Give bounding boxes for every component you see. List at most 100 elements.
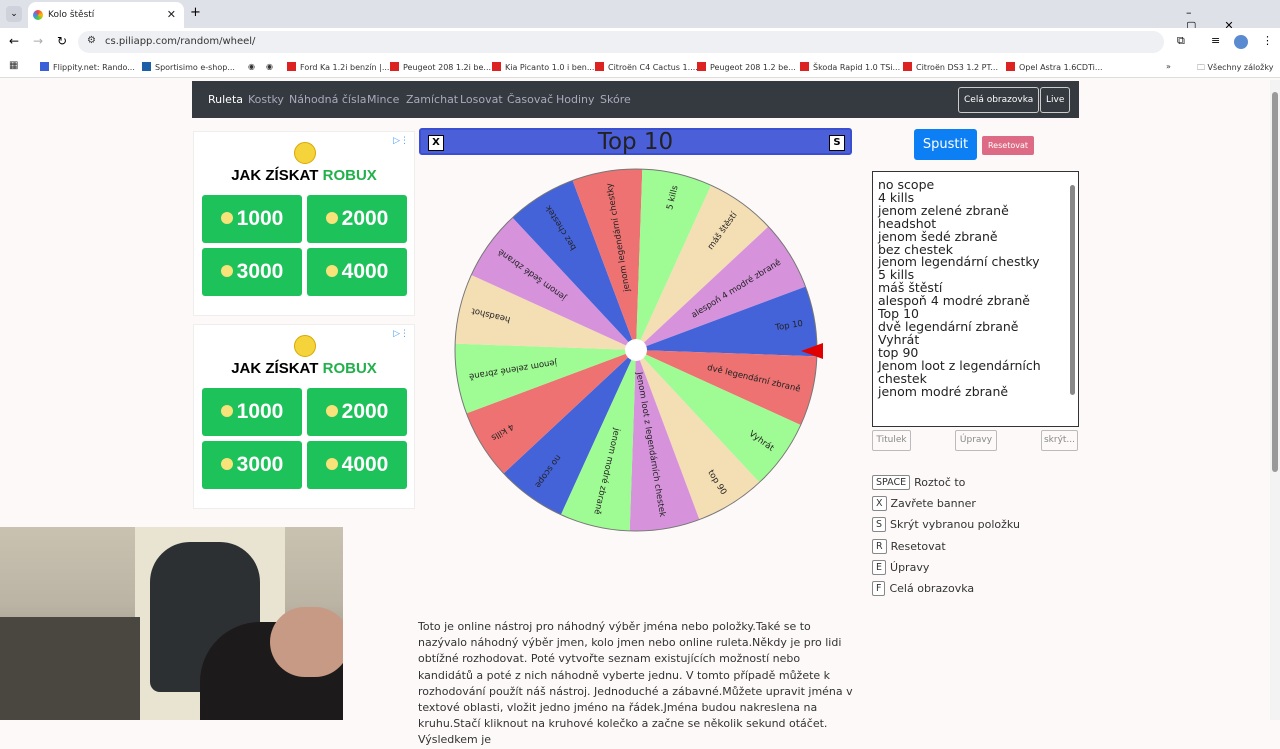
- bookmark[interactable]: Sportisimo e-shop...: [142, 62, 235, 72]
- bookmark-icon[interactable]: ◉: [248, 62, 255, 71]
- names-textarea[interactable]: no scope 4 kills jenom zelené zbraně hea…: [872, 171, 1079, 427]
- url-text: cs.piliapp.com/random/wheel/: [105, 36, 256, 47]
- hide-button[interactable]: skrýt...: [1041, 430, 1078, 451]
- wheel-segment[interactable]: [560, 350, 636, 531]
- key-badge: F: [872, 581, 886, 596]
- ad-option[interactable]: 1000: [202, 195, 302, 243]
- bookmark[interactable]: Flippity.net: Rando...: [40, 62, 135, 72]
- spin-button[interactable]: Spustit: [914, 129, 977, 160]
- bookmark[interactable]: Citroën C4 Cactus 1....: [595, 62, 698, 72]
- bookmark[interactable]: Citroën DS3 1.2 PT...: [903, 62, 998, 72]
- wheel-segment[interactable]: [636, 350, 801, 483]
- advertisement[interactable]: ▷⋮ JAK ZÍSKAT ROBUX 1000 2000 3000 4000: [193, 131, 415, 316]
- ad-option[interactable]: 4000: [307, 441, 407, 489]
- extensions-icon[interactable]: ⧉: [1177, 34, 1185, 47]
- wheel-segment[interactable]: [512, 180, 636, 350]
- url-input[interactable]: ⚙ cs.piliapp.com/random/wheel/: [78, 31, 1164, 53]
- ad-option[interactable]: 1000: [202, 388, 302, 436]
- back-icon[interactable]: ←: [9, 34, 20, 48]
- bookmark[interactable]: Škoda Rapid 1.0 TSi...: [800, 62, 900, 72]
- profile-avatar[interactable]: [1234, 35, 1248, 49]
- forward-icon[interactable]: →: [33, 34, 44, 48]
- ad-option[interactable]: 4000: [307, 248, 407, 296]
- tab-title: Kolo štěstí: [48, 10, 95, 20]
- bookmark[interactable]: Kia Picanto 1.0 i ben...: [492, 62, 594, 72]
- nav-zamichat[interactable]: Zamíchat: [406, 93, 459, 106]
- menu-icon[interactable]: ⋮: [1262, 34, 1273, 47]
- bookmark[interactable]: Ford Ka 1.2i benzín |...: [287, 62, 389, 72]
- close-banner-button[interactable]: X: [428, 135, 444, 151]
- pointer-icon: [801, 343, 823, 359]
- wheel-segment[interactable]: [636, 350, 760, 520]
- ad-option[interactable]: 2000: [307, 195, 407, 243]
- shortcut-item: R Resetovat: [872, 539, 946, 554]
- key-badge: X: [872, 496, 887, 511]
- wheel-segment[interactable]: [629, 350, 700, 531]
- coin-icon: [294, 335, 316, 357]
- hide-item-button[interactable]: S: [829, 135, 845, 151]
- key-badge: SPACE: [872, 475, 911, 490]
- nav-nahodna-cisla[interactable]: Náhodná čísla: [289, 93, 367, 106]
- nav-ruleta[interactable]: Ruleta: [208, 93, 243, 106]
- close-tab-icon[interactable]: ✕: [166, 8, 176, 21]
- all-bookmarks[interactable]: 🗀 Všechny záložky: [1197, 63, 1274, 72]
- nav-casovac[interactable]: Časovač: [507, 93, 554, 106]
- webcam-overlay: [0, 527, 343, 720]
- site-info-icon[interactable]: ⚙: [87, 35, 96, 46]
- nav-mince[interactable]: Mince: [367, 93, 400, 106]
- wheel-segment[interactable]: [455, 274, 636, 350]
- ad-title: JAK ZÍSKAT ROBUX: [231, 167, 377, 184]
- wheel-segment[interactable]: [636, 169, 712, 350]
- bookmark[interactable]: Peugeot 208 1.2i be...: [390, 62, 491, 72]
- nav-hodiny[interactable]: Hodiny: [556, 93, 595, 106]
- ad-option[interactable]: 2000: [307, 388, 407, 436]
- result-text: Top 10: [597, 129, 674, 155]
- more-bookmarks-icon[interactable]: »: [1166, 62, 1171, 71]
- apps-icon[interactable]: ▦: [9, 60, 19, 71]
- wheel-segment-label: Top 10: [774, 319, 804, 334]
- wheel-segment[interactable]: [636, 286, 817, 357]
- fullscreen-button[interactable]: Celá obrazovka: [958, 87, 1040, 113]
- reset-button[interactable]: Resetovat: [982, 136, 1034, 155]
- wheel-segment[interactable]: [636, 185, 769, 350]
- wheel-segment[interactable]: [503, 350, 636, 515]
- ad-choices-icon[interactable]: ▷⋮: [393, 329, 409, 339]
- wheel-segment[interactable]: [636, 226, 806, 350]
- shortcut-item: X Zavřete banner: [872, 496, 976, 511]
- bookmark-icon[interactable]: ◉: [266, 62, 273, 71]
- person-head: [270, 607, 343, 677]
- tab-search-button[interactable]: ⌄: [6, 6, 22, 22]
- nav-losovat[interactable]: Losovat: [460, 93, 503, 106]
- advertisement[interactable]: ▷⋮ JAK ZÍSKAT ROBUX 1000 2000 3000 4000: [193, 324, 415, 509]
- bookmarks-bar: ▦ Flippity.net: Rando... Sportisimo e-sh…: [0, 56, 1280, 78]
- reload-icon[interactable]: ↻: [57, 34, 68, 48]
- key-badge: S: [872, 517, 887, 532]
- wheel-segment[interactable]: [466, 350, 636, 474]
- new-tab-button[interactable]: +: [190, 5, 201, 20]
- wheel-hub[interactable]: [625, 339, 647, 361]
- shortcut-item: F Celá obrazovka: [872, 581, 974, 596]
- ad-option[interactable]: 3000: [202, 441, 302, 489]
- coin-icon: [294, 142, 316, 164]
- live-button[interactable]: Live: [1040, 87, 1071, 113]
- wheel-segment[interactable]: [471, 217, 636, 350]
- wheel-segment[interactable]: [455, 343, 636, 414]
- page-scrollbar-thumb[interactable]: [1272, 92, 1278, 472]
- wheel-segment[interactable]: [572, 169, 643, 350]
- ad-option[interactable]: 3000: [202, 248, 302, 296]
- reading-list-icon[interactable]: ≡: [1211, 34, 1221, 47]
- nav-skore[interactable]: Skóre: [600, 93, 631, 106]
- edit-button[interactable]: Úpravy: [955, 430, 997, 451]
- description-text: Toto je online nástroj pro náhodný výběr…: [418, 620, 853, 747]
- nav-kostky[interactable]: Kostky: [248, 93, 284, 106]
- textarea-scrollbar[interactable]: [1070, 185, 1075, 395]
- ad-choices-icon[interactable]: ▷⋮: [393, 136, 409, 146]
- wheel-segment[interactable]: [636, 350, 817, 426]
- bookmark[interactable]: Opel Astra 1.6CDTi...: [1006, 62, 1103, 72]
- title-button[interactable]: Titulek: [872, 430, 911, 451]
- bookmark[interactable]: Peugeot 208 1.2 be...: [697, 62, 796, 72]
- tab-active[interactable]: Kolo štěstí ✕: [28, 2, 184, 28]
- favicon-icon: [33, 10, 43, 20]
- shortcut-item: SPACE Roztoč to: [872, 475, 965, 490]
